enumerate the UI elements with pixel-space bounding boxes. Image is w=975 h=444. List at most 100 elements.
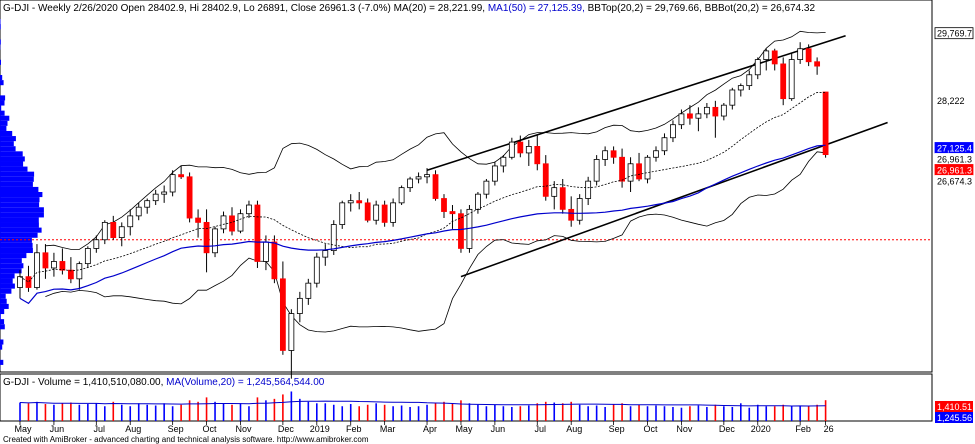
price-label-box xyxy=(934,94,974,107)
candle xyxy=(805,44,812,67)
price-label: 27,125.4 xyxy=(937,143,972,153)
candle xyxy=(186,172,193,223)
candle xyxy=(661,133,668,156)
candle xyxy=(508,137,515,160)
profile-bar xyxy=(0,298,7,304)
x-tick-label: Feb xyxy=(795,424,811,434)
profile-bar xyxy=(0,130,13,137)
candle-body xyxy=(407,178,413,189)
profile-bar xyxy=(0,283,15,289)
candle-body xyxy=(763,50,770,60)
profile-bar xyxy=(0,95,6,101)
profile-bar xyxy=(0,222,39,228)
candle-body xyxy=(93,239,100,249)
x-tick-label: 26 xyxy=(824,424,834,434)
candle-body xyxy=(212,228,218,254)
candle-body xyxy=(25,276,32,288)
profile-bar xyxy=(0,115,10,121)
candle-body xyxy=(729,89,736,106)
candle xyxy=(559,178,566,214)
candle xyxy=(135,202,142,221)
candle xyxy=(322,244,329,266)
candle xyxy=(703,103,710,119)
candle xyxy=(203,209,210,273)
x-tick-label: May xyxy=(14,424,32,434)
candle xyxy=(178,165,185,179)
x-tick-label: Apr xyxy=(423,424,437,434)
candle-body xyxy=(101,221,108,241)
profile-bar xyxy=(0,181,33,187)
time-axis-labels: May Jun Jul Aug Sep Oct Nov Dec 2019 Feb Mar Apr May… xyxy=(14,421,834,434)
candle-body xyxy=(542,163,549,197)
profile-bar xyxy=(0,19,1,25)
candle-body xyxy=(135,206,142,217)
candle xyxy=(788,53,795,101)
candle xyxy=(407,176,413,192)
candle xyxy=(568,196,575,227)
x-tick-label: Jun xyxy=(50,424,65,434)
candle-body xyxy=(585,180,592,199)
candle xyxy=(398,185,405,206)
x-tick-label: Aug xyxy=(125,424,141,434)
candle-body xyxy=(152,193,159,202)
profile-bar xyxy=(0,247,33,254)
candle xyxy=(296,291,303,323)
candle xyxy=(288,309,295,379)
trendline-lower xyxy=(460,121,888,278)
candle-body xyxy=(288,313,295,351)
profile-bar xyxy=(0,197,40,203)
candle xyxy=(822,91,829,158)
candle xyxy=(364,198,371,223)
profile-bar xyxy=(0,314,1,320)
profile-bar xyxy=(0,192,43,198)
x-tick-label: Dec xyxy=(719,424,736,434)
candle xyxy=(746,70,753,90)
candle-body xyxy=(483,180,490,195)
candle-body xyxy=(661,137,668,152)
candle-body xyxy=(551,187,558,197)
candle xyxy=(67,257,74,284)
candle xyxy=(144,198,151,214)
candle xyxy=(627,157,634,192)
price-label-box xyxy=(934,175,974,187)
candle xyxy=(347,194,354,212)
candle xyxy=(212,226,218,258)
candle xyxy=(458,209,464,253)
candle xyxy=(500,155,507,173)
candle-body xyxy=(246,204,252,215)
profile-bar xyxy=(0,125,7,131)
candle-body xyxy=(797,48,804,60)
candle xyxy=(441,194,447,219)
candle xyxy=(161,185,168,203)
candle-body xyxy=(220,215,227,230)
candle xyxy=(619,148,625,188)
profile-bar xyxy=(0,105,2,111)
candle xyxy=(602,146,609,166)
candle xyxy=(51,252,57,277)
profile-bar xyxy=(0,100,5,106)
candle xyxy=(34,244,40,290)
candle-body xyxy=(51,261,57,269)
candle-body xyxy=(229,215,235,232)
candle xyxy=(84,246,91,268)
candle xyxy=(42,244,49,279)
profile-bar xyxy=(0,268,22,274)
x-tick-label: Sep xyxy=(168,424,184,434)
profile-bar xyxy=(0,359,4,365)
profile-bar xyxy=(0,176,34,182)
candle-body xyxy=(814,61,821,67)
candle-body xyxy=(678,113,685,126)
bollinger-bands xyxy=(45,30,826,333)
volume-ma-label: MA(Volume,20) = 1,245,564,544.00 xyxy=(166,377,325,388)
profile-bar xyxy=(0,186,39,193)
candle-body xyxy=(593,159,600,182)
candle xyxy=(576,194,583,225)
candle-body xyxy=(305,282,312,299)
candle-body xyxy=(76,263,83,280)
candle xyxy=(551,181,558,210)
candle xyxy=(76,261,83,290)
candle xyxy=(771,48,778,71)
candle-body xyxy=(237,213,244,232)
candle xyxy=(93,235,100,253)
candle-body xyxy=(67,269,74,280)
